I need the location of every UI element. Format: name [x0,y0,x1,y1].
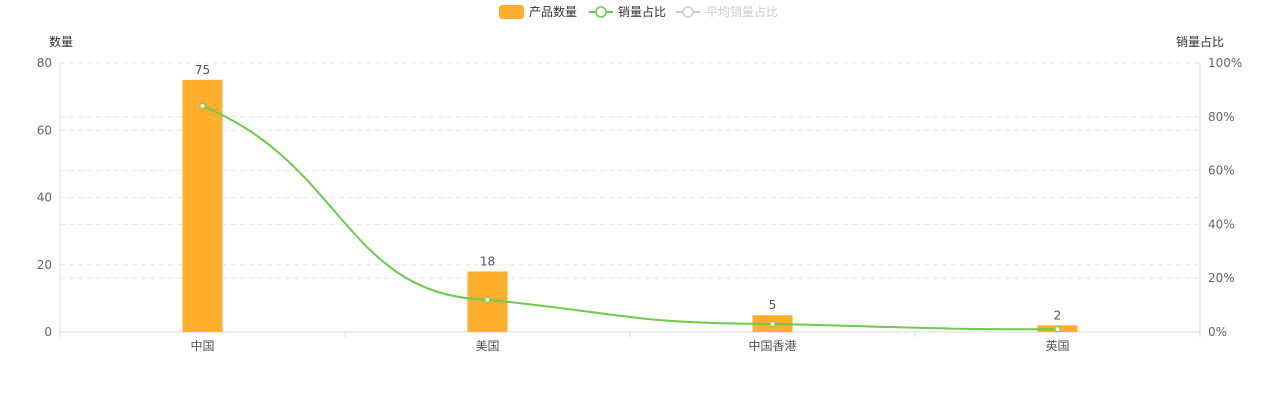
left-tick-label: 80 [37,56,52,70]
bar-value-label: 75 [195,63,210,77]
legend-bar-label: 产品数量 [529,4,577,19]
bar[interactable] [182,79,223,332]
legend-item-bar[interactable]: 产品数量 [499,4,577,19]
line-point[interactable] [199,103,206,110]
line-series [199,103,1061,333]
x-category-label: 美国 [475,339,499,353]
labels: 75 18 5 2 [195,63,1061,322]
right-tick-label: 60% [1208,164,1235,178]
bar-value-label: 2 [1054,308,1062,322]
grid [60,62,1200,279]
line-point[interactable] [1054,326,1061,333]
legend-item-average[interactable]: 平均销量占比 [676,4,778,19]
left-axis-title: 数量 [49,34,73,49]
right-axis-title: 销量占比 [1176,34,1224,49]
line-point[interactable] [769,320,776,327]
line-series-path[interactable] [202,105,1058,331]
legend-bar-swatch [499,5,524,19]
bar-series [182,79,1078,332]
line-point[interactable] [484,296,491,303]
legend-line-label: 销量占比 [618,4,666,19]
x-category-label: 中国 [190,338,214,353]
right-tick-label: 100% [1208,56,1242,70]
x-category-label: 英国 [1045,339,1069,353]
axes: 0 20 40 60 80 0% 20% 40% 60% 80% 100% 中国 美国 中国香港 英国 [37,56,1243,353]
right-tick-label: 0% [1208,325,1227,339]
legend-average-label: 平均销量占比 [706,4,778,19]
x-category-label: 中国香港 [748,338,796,353]
bar-value-label: 18 [480,254,495,268]
legend-item-line[interactable]: 销量占比 [589,4,666,19]
right-tick-label: 80% [1208,110,1235,124]
left-tick-label: 40 [37,191,52,205]
right-tick-label: 40% [1208,217,1235,231]
legend-average-marker [682,6,694,18]
left-tick-label: 60 [37,123,52,137]
left-tick-label: 0 [44,325,52,339]
legend-line-marker [595,6,607,18]
right-tick-label: 20% [1208,271,1235,285]
bar-value-label: 5 [769,298,777,312]
left-tick-label: 20 [37,258,52,272]
legend: 产品数量 销量占比 平均销量占比 [499,4,778,19]
